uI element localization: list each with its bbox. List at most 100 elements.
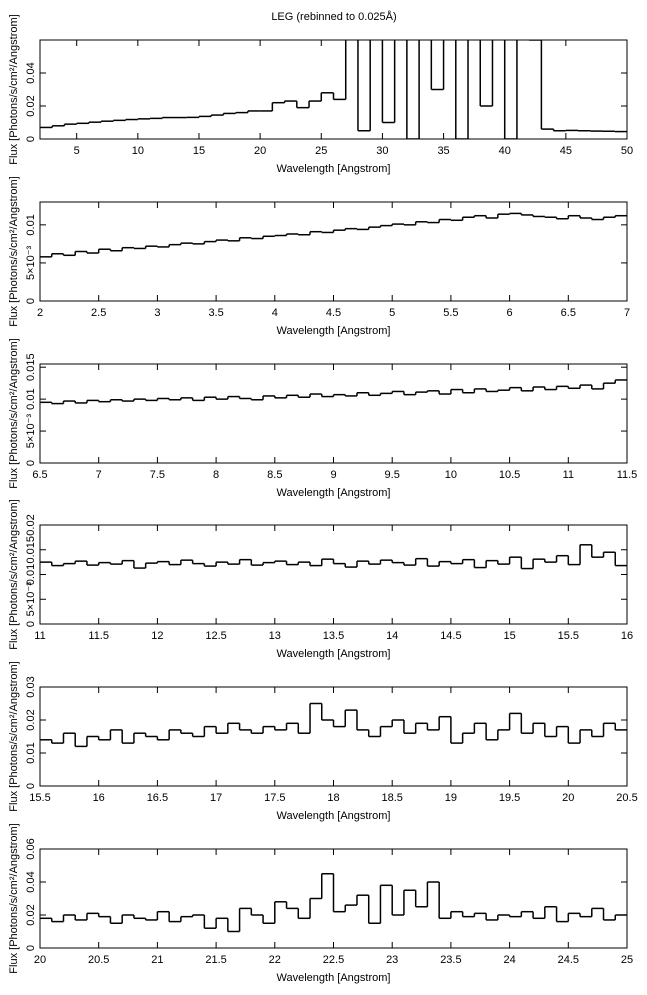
x-axis-label: Wavelength [Angstrom] [277,325,391,337]
x-tick-label: 16 [621,630,633,642]
x-tick-label: 20.5 [88,954,109,966]
x-axis-label: Wavelength [Angstrom] [277,810,391,822]
x-tick-label: 13 [269,630,281,642]
x-tick-label: 40 [499,145,511,157]
x-tick-label: 6.5 [561,307,576,319]
x-tick-label: 11 [34,630,45,642]
x-tick-label: 20 [562,792,574,804]
y-axis-label: Flux [Photons/s/cm²/Angstrom] [8,823,20,973]
x-tick-label: 17.5 [264,792,285,804]
x-axis-label: Wavelength [Angstrom] [277,648,391,660]
y-axis-label: Flux [Photons/s/cm²/Angstrom] [8,661,20,811]
plot-area [40,873,627,933]
plot-area [40,544,627,570]
x-tick-label: 18.5 [381,792,402,804]
x-axis-label: Wavelength [Angstrom] [277,972,391,984]
y-axis-label: Flux [Photons/s/cm²/Angstrom] [8,14,20,164]
x-tick-label: 14.5 [440,630,461,642]
x-tick-label: 50 [621,145,633,157]
x-tick-label: 24 [503,954,515,966]
y-tick-label: 0 [25,460,37,466]
y-tick-label: 0 [25,298,37,304]
y-tick-label: 5×10⁻³ [25,414,37,449]
x-tick-label: 11.5 [617,469,638,481]
x-tick-label: 8.5 [267,469,282,481]
x-tick-label: 22 [269,954,281,966]
x-tick-label: 2.5 [91,307,106,319]
x-tick-label: 15 [193,145,205,157]
x-tick-label: 7 [96,469,102,481]
plot-area [40,212,627,258]
x-tick-label: 3 [154,307,160,319]
plot-area [40,379,627,405]
x-tick-label: 11 [563,469,574,481]
plot-frame [39,363,628,464]
y-tick-label: 0.02 [25,904,37,925]
x-tick-label: 5 [389,307,395,319]
x-tick-label: 9 [330,469,336,481]
x-tick-label: 25 [315,145,327,157]
y-tick-label: 0.04 [25,871,37,892]
y-axis-label: Flux [Photons/s/cm²/Angstrom] [8,499,20,649]
y-tick-label: 0.01 [25,214,37,235]
x-tick-label: 15.5 [558,630,579,642]
x-tick-label: 21 [151,954,163,966]
x-tick-label: 17 [210,792,222,804]
y-tick-label: 0.015 [25,536,37,564]
plot-frame [39,39,628,140]
x-tick-label: 10 [132,145,144,157]
x-tick-label: 23 [386,954,398,966]
x-tick-label: 20 [254,145,266,157]
x-tick-label: 22.5 [323,954,344,966]
x-tick-label: 20.5 [616,792,637,804]
y-tick-label: 0.015 [25,353,37,381]
y-tick-label: 0 [25,945,37,951]
y-tick-label: 0.03 [25,676,37,697]
y-axis-label: Flux [Photons/s/cm²/Angstrom] [8,176,20,326]
x-tick-label: 9.5 [385,469,400,481]
y-axis-label: Flux [Photons/s/cm²/Angstrom] [8,338,20,488]
x-tick-label: 8 [213,469,219,481]
x-tick-label: 20 [34,954,46,966]
x-tick-label: 18 [327,792,339,804]
x-axis-label: Wavelength [Angstrom] [277,163,391,175]
x-tick-label: 16.5 [147,792,168,804]
y-tick-label: 0 [25,621,37,627]
x-tick-label: 12 [151,630,163,642]
x-tick-label: 5 [74,145,80,157]
x-axis-label: Wavelength [Angstrom] [277,487,391,499]
plot-frame [39,524,628,625]
x-tick-label: 5.5 [443,307,458,319]
x-tick-label: 7.5 [150,469,165,481]
y-tick-label: 0.02 [25,709,37,730]
y-tick-label: 0.02 [25,95,37,116]
y-tick-label: 5×10⁻³ [25,582,37,617]
plot-area [40,702,627,748]
y-tick-label: 0.04 [25,62,37,83]
x-tick-label: 35 [437,145,449,157]
x-tick-label: 19 [445,792,457,804]
x-tick-label: 3.5 [208,307,223,319]
y-tick-label: 0 [25,136,37,142]
x-tick-label: 6 [507,307,513,319]
x-tick-label: 23.5 [440,954,461,966]
x-tick-label: 2 [37,307,43,319]
y-tick-label: 0 [25,783,37,789]
x-tick-label: 10.5 [499,469,520,481]
x-tick-label: 21.5 [205,954,226,966]
y-tick-label: 0.01 [25,564,37,585]
x-tick-label: 11.5 [88,630,109,642]
x-tick-label: 14 [386,630,398,642]
x-tick-label: 12.5 [205,630,226,642]
y-tick-label: 5×10⁻³ [25,245,37,280]
x-tick-label: 4 [272,307,278,319]
x-tick-label: 4.5 [326,307,341,319]
x-tick-label: 6.5 [32,469,47,481]
plot-area [40,40,627,139]
x-tick-label: 15.5 [29,792,50,804]
x-tick-label: 25 [621,954,633,966]
figure-title: LEG (rebinned to 0.025Å) [271,10,396,23]
plot-frame [39,686,628,787]
x-tick-label: 16 [93,792,105,804]
